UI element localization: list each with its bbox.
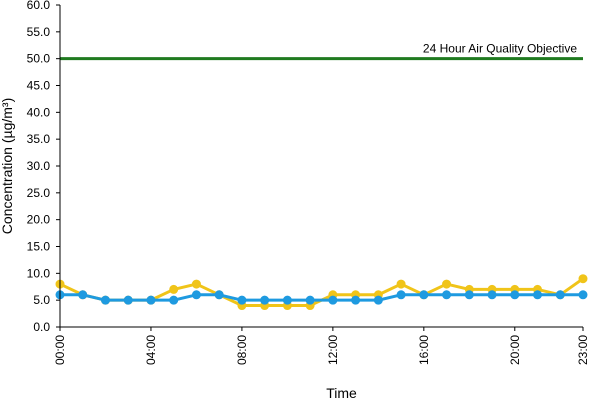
series-2-point <box>123 295 133 305</box>
series-1-point <box>191 279 201 289</box>
y-tick-label: 35.0 <box>27 132 51 146</box>
x-tick-label: 04:00 <box>144 335 158 365</box>
y-tick-label: 50.0 <box>27 52 51 66</box>
series-2-point <box>351 295 361 305</box>
series-2-point <box>305 295 315 305</box>
series-2-point <box>78 290 88 300</box>
series-2-point <box>100 295 110 305</box>
y-tick-label: 10.0 <box>27 266 51 280</box>
series-1-point <box>578 274 588 284</box>
x-tick-label: 12:00 <box>326 335 340 365</box>
x-tick-labels: 00:00 04:00 08:00 12:00 16:00 20:00 23:00 <box>53 335 590 365</box>
series-2-point <box>487 290 497 300</box>
x-tick-label: 20:00 <box>508 335 522 365</box>
y-tick-label: 45.0 <box>27 79 51 93</box>
y-tick-label: 55.0 <box>27 25 51 39</box>
series-2-point <box>237 295 247 305</box>
y-tick-label: 15.0 <box>27 240 51 254</box>
y-tick-label: 25.0 <box>27 186 51 200</box>
x-tick-label: 08:00 <box>235 335 249 365</box>
y-tick-label: 20.0 <box>27 213 51 227</box>
series-2-point <box>146 295 156 305</box>
y-tick-label: 40.0 <box>27 105 51 119</box>
y-tick-label: 60.0 <box>27 0 51 12</box>
series-2-point <box>442 290 452 300</box>
series-2-point <box>328 295 338 305</box>
series-2-point <box>533 290 543 300</box>
series-2-point <box>373 295 383 305</box>
series-2-point <box>510 290 520 300</box>
series-2-point <box>260 295 270 305</box>
x-tick-label: 23:00 <box>576 335 590 365</box>
x-axis-label: Time <box>326 385 357 400</box>
series-1-point <box>169 284 179 294</box>
series-2-point <box>578 290 588 300</box>
y-tick-labels: 0.0 5.0 10.0 15.0 20.0 25.0 30.0 35.0 40.0 45.0 50… <box>27 0 51 334</box>
x-tick-label: 16:00 <box>417 335 431 365</box>
y-axis-label: Concentration (µg/m³) <box>0 98 15 234</box>
series-2-point <box>169 295 179 305</box>
x-tick-label: 00:00 <box>53 335 67 365</box>
series-line-2 <box>60 293 583 302</box>
y-tick-label: 30.0 <box>27 159 51 173</box>
y-tick-label: 5.0 <box>33 293 50 307</box>
y-tick-label: 0.0 <box>33 320 50 334</box>
axes-group <box>56 4 584 331</box>
series-2-point <box>396 290 406 300</box>
series-1-point <box>442 279 452 289</box>
series-2-point <box>555 290 565 300</box>
series-2-point <box>282 295 292 305</box>
series-2-point <box>214 290 224 300</box>
series-2-point <box>419 290 429 300</box>
reference-line-group: 24 Hour Air Quality Objective <box>60 42 583 61</box>
series-group <box>55 274 588 311</box>
series-1-point <box>396 279 406 289</box>
objective-reference-label: 24 Hour Air Quality Objective <box>423 42 577 56</box>
series-2-point <box>464 290 474 300</box>
series-2-point <box>191 290 201 300</box>
